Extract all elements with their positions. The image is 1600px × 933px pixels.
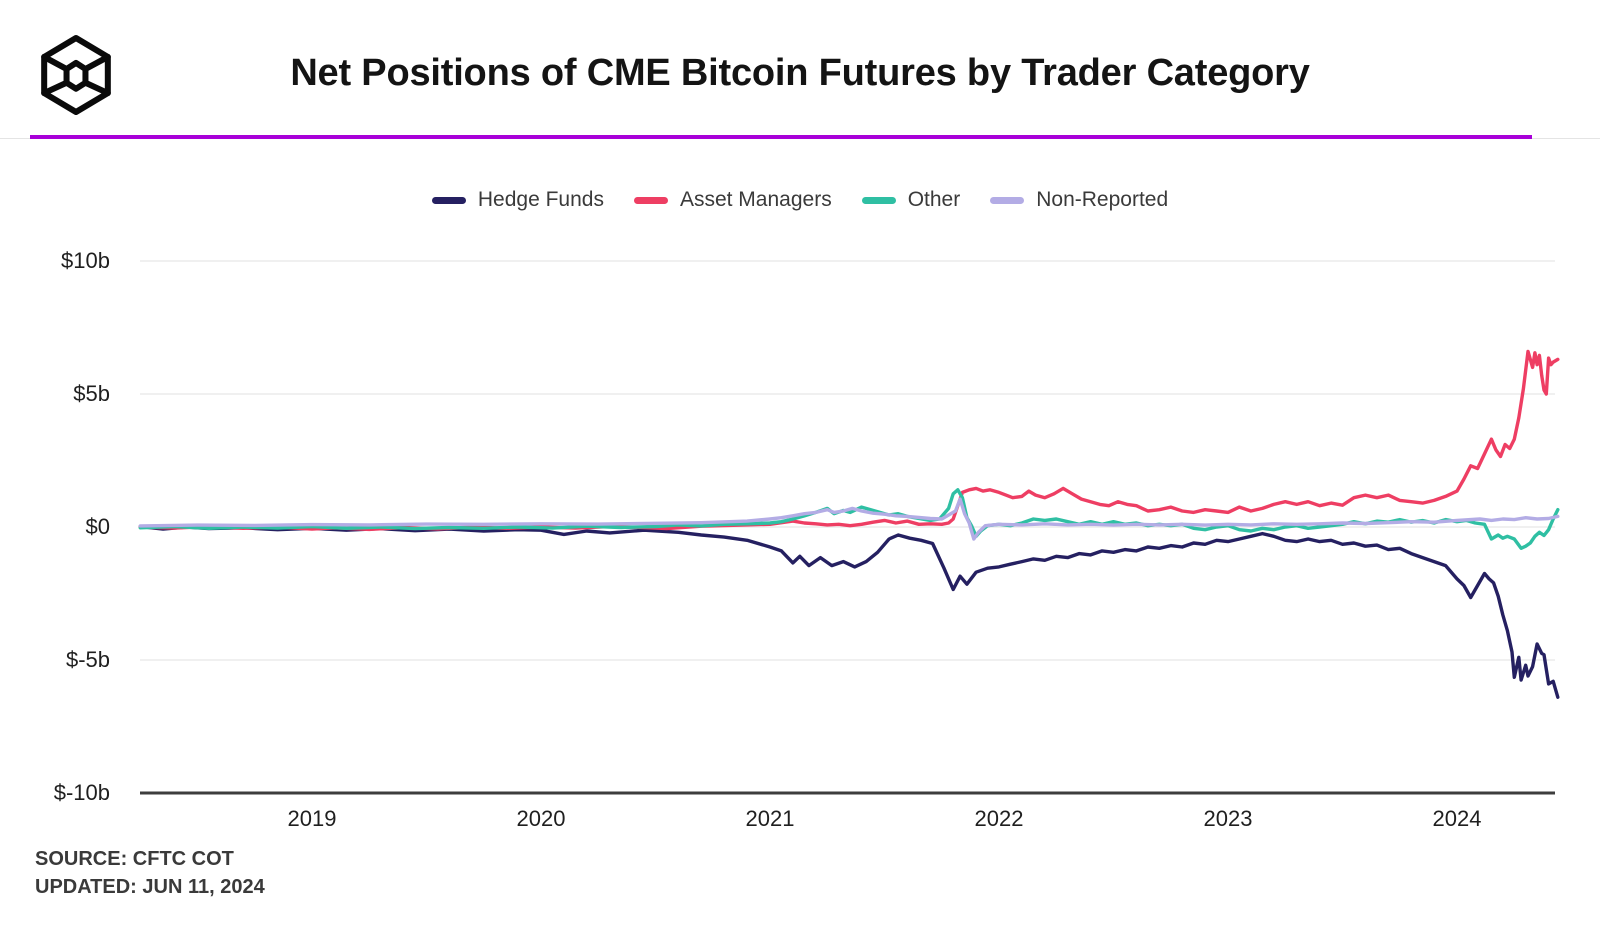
series-line-asset-managers[interactable] — [138, 349, 1560, 532]
legend-item-asset-managers[interactable]: Asset Managers — [633, 188, 832, 212]
series-line-hedge-funds[interactable] — [138, 524, 1560, 699]
y-tick-label: $5b — [73, 381, 110, 406]
legend-swatch-icon — [431, 196, 466, 204]
legend-item-other[interactable]: Other — [861, 188, 961, 212]
x-tick-label: 2021 — [745, 806, 795, 831]
legend-swatch-icon — [633, 196, 668, 204]
x-tick-label: 2024 — [1432, 806, 1482, 831]
x-tick-label: 2020 — [516, 806, 566, 831]
the-block-logo-icon — [41, 35, 111, 115]
y-tick-label: $-5b — [65, 647, 110, 672]
x-tick-label: 2019 — [287, 806, 337, 831]
legend-label: Other — [907, 188, 961, 211]
y-tick-label: $10b — [61, 248, 110, 273]
x-tick-label: 2023 — [1203, 806, 1253, 831]
legend-item-non-reported[interactable]: Non-Reported — [990, 188, 1168, 212]
updated-note: UPDATED: JUN 11, 2024 — [35, 876, 265, 898]
legend-swatch-icon — [990, 196, 1025, 204]
y-tick-label: $-10b — [53, 780, 110, 805]
series-line-non-reported[interactable] — [138, 497, 1560, 541]
page-title: Net Positions of CME Bitcoin Futures by … — [290, 52, 1310, 94]
series-line-other[interactable] — [138, 488, 1560, 550]
legend-swatch-icon — [861, 196, 896, 204]
legend-label: Non-Reported — [1036, 188, 1169, 211]
chart-legend: Hedge Funds Asset Managers Other Non-Report… — [0, 188, 1600, 212]
accent-divider — [30, 135, 1532, 139]
x-tick-label: 2022 — [974, 806, 1024, 831]
legend-item-hedge-funds[interactable]: Hedge Funds — [431, 188, 604, 212]
chart-footer: SOURCE: CFTC COT UPDATED: JUN 11, 2024 — [35, 845, 265, 901]
legend-label: Hedge Funds — [477, 188, 604, 211]
legend-label: Asset Managers — [679, 188, 832, 211]
source-note: SOURCE: CFTC COT — [35, 848, 234, 870]
y-tick-label: $0 — [85, 514, 110, 539]
